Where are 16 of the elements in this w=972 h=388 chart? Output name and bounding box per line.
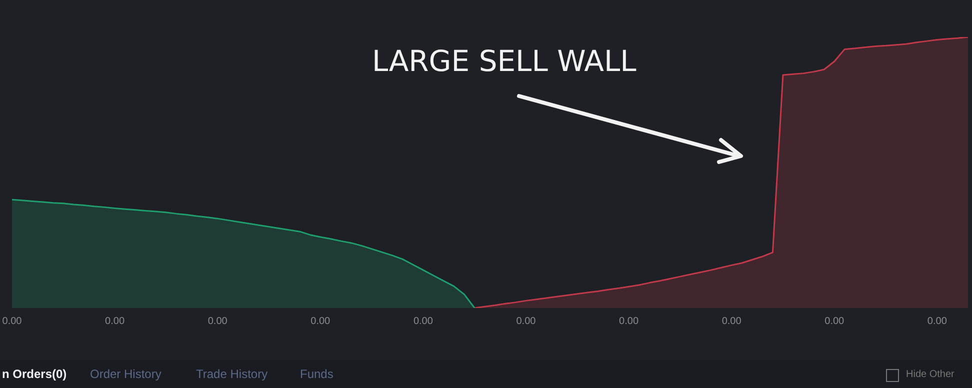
text: n Orders(0): [2, 367, 67, 381]
annotation: LARGE SELL WALL: [372, 44, 636, 78]
text: 0.00: [413, 316, 434, 327]
text: Trade History: [196, 367, 268, 381]
text: 0.00: [516, 316, 536, 327]
text: 0.00: [722, 316, 742, 327]
text: 0.00: [208, 316, 228, 327]
text: Order History: [90, 367, 162, 381]
text: 0.00: [105, 316, 125, 327]
text: 0.00: [619, 316, 639, 327]
text: 0.00: [2, 316, 22, 327]
text: Hide Other: [906, 369, 954, 380]
text: Funds: [300, 367, 334, 381]
text: 0.00: [927, 316, 948, 327]
text: 0.00: [824, 316, 845, 327]
text: 0.00: [310, 316, 331, 327]
